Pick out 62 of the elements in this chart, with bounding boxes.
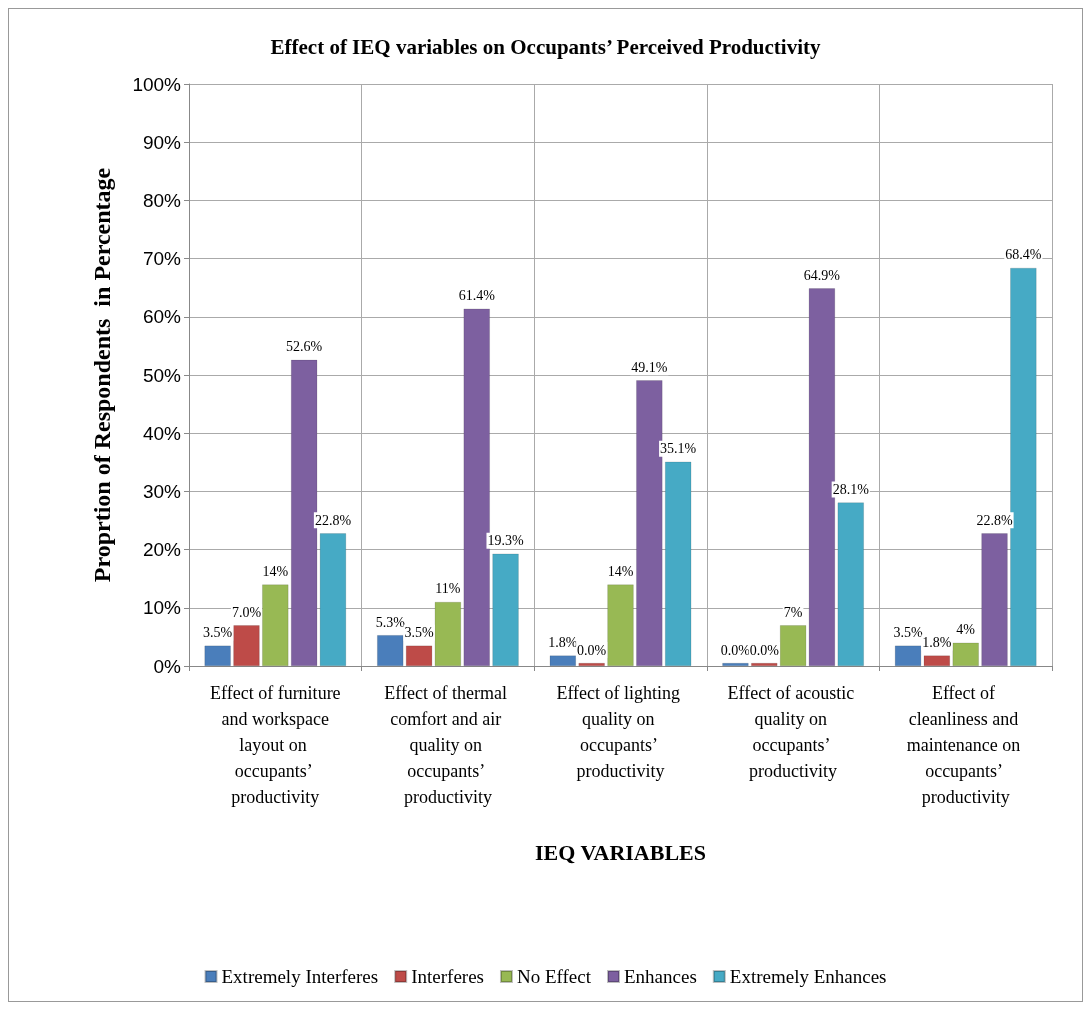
x-axis-title: IEQ VARIABLES (535, 839, 706, 865)
bar (837, 502, 864, 666)
y-tick-label: 90% (142, 131, 182, 153)
x-tick-label: Effect of acoustic quality on occupants’ productivity (727, 683, 859, 781)
bar (1010, 267, 1037, 666)
data-label: 19.3% (487, 533, 524, 549)
data-label: 14% (607, 564, 634, 580)
legend-label: Extremely Interferes (221, 966, 379, 987)
y-tick-label: 60% (142, 306, 182, 328)
bar (233, 625, 260, 666)
y-tick-label: 20% (142, 539, 182, 561)
bar (377, 635, 404, 666)
data-label: 1.8% (548, 635, 578, 651)
y-tick-label: 10% (142, 597, 182, 619)
data-label: 0.0% (749, 642, 780, 658)
y-tick-label: 80% (142, 189, 182, 211)
data-label: 4% (956, 622, 976, 638)
legend-label: Interferes (411, 966, 484, 987)
y-tick-label: 30% (142, 480, 182, 502)
bar (607, 584, 634, 666)
y-tick-label: 0% (153, 655, 182, 677)
legend-label: No Effect (516, 966, 592, 987)
y-tick-label: 40% (142, 422, 182, 444)
bar (204, 645, 231, 666)
data-label: 22.8% (976, 512, 1013, 528)
data-label: 35.1% (660, 441, 697, 457)
bar (492, 553, 519, 666)
x-tick-label: Effect of furniture and workspace layout on occupants’ productivity (210, 683, 341, 807)
data-label: 7.0% (231, 604, 262, 620)
y-tick-label: 70% (142, 248, 182, 270)
bar (981, 533, 1008, 666)
legend-label: Enhances (624, 966, 697, 987)
y-tick-label: 100% (132, 73, 182, 95)
data-label: 68.4% (1005, 247, 1042, 263)
data-label: 3.5% (893, 625, 923, 641)
data-label: 49.1% (631, 359, 668, 375)
bar (665, 461, 692, 666)
data-label: 52.6% (286, 339, 323, 355)
data-label: 22.8% (314, 512, 352, 528)
data-label: 0.0% (720, 642, 751, 658)
chart-title: Effect of IEQ variables on Occupants’ Perceived Productivity (270, 34, 821, 59)
data-label: 61.4% (458, 288, 496, 304)
bar (262, 584, 289, 666)
bar (463, 308, 490, 666)
y-tick-label: 50% (142, 364, 182, 386)
data-label: 28.1% (832, 481, 870, 497)
data-label: 3.5% (404, 625, 434, 641)
data-label: 64.9% (803, 267, 841, 283)
data-label: 5.3% (375, 614, 406, 630)
data-label: 14% (262, 564, 289, 580)
data-label: 0.0% (577, 642, 607, 658)
data-label: 1.8% (922, 635, 952, 651)
bar (549, 655, 576, 666)
data-label: 7% (783, 604, 803, 620)
legend-label: Extremely Enhances (729, 966, 887, 987)
y-axis-title: Proprtion of Respondents in Percentage (89, 167, 115, 583)
x-tick-label: Effect of thermal comfort and air quality on occupants’ productivity (384, 683, 512, 807)
bar (952, 642, 979, 666)
data-label: 11% (435, 581, 461, 597)
data-label: 3.5% (203, 625, 233, 641)
x-tick-label: Effect of cleanliness and maintenance on occupants’ productivity (906, 683, 1025, 807)
x-tick-label: Effect of lighting quality on occupants’ productivity (556, 683, 685, 781)
